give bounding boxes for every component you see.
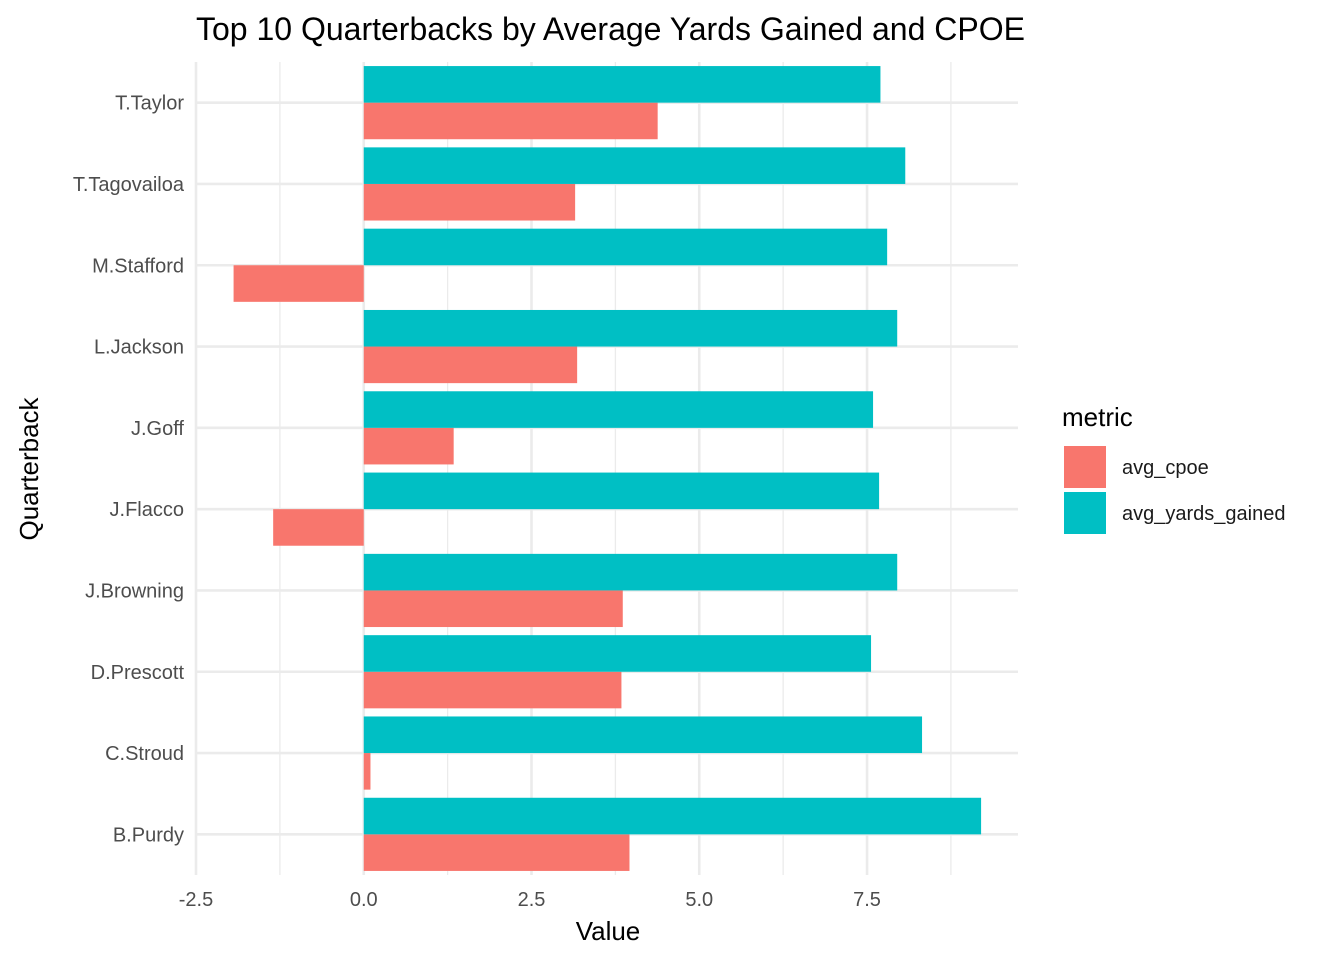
bar-avg_cpoe-j-flacco bbox=[273, 509, 364, 546]
x-axis-title: Value bbox=[576, 916, 641, 946]
bars bbox=[233, 66, 982, 871]
bar-avg_cpoe-c-stroud bbox=[363, 753, 371, 790]
bar-avg_cpoe-t-taylor bbox=[363, 102, 658, 140]
legend-label-avg_yards_gained: avg_yards_gained bbox=[1122, 503, 1285, 525]
legend-title: metric bbox=[1062, 402, 1133, 432]
bar-avg_cpoe-d-prescott bbox=[363, 671, 622, 709]
bar-avg_yards_gained-l-jackson bbox=[363, 309, 898, 347]
legend-label-avg_cpoe: avg_cpoe bbox=[1122, 457, 1209, 479]
bar-avg_cpoe-b-purdy bbox=[363, 834, 630, 871]
bar-avg_yards_gained-t-tagovailoa bbox=[363, 147, 906, 184]
bar-avg_yards_gained-b-purdy bbox=[363, 797, 982, 835]
y-tick-label: T.Taylor bbox=[115, 93, 184, 115]
y-tick-label: M.Stafford bbox=[92, 255, 184, 277]
x-tick-label: -2.5 bbox=[179, 889, 213, 911]
y-tick-label: J.Flacco bbox=[110, 499, 184, 521]
y-tick-label: D.Prescott bbox=[91, 662, 185, 684]
bar-avg_yards_gained-c-stroud bbox=[363, 716, 923, 754]
bar-avg_cpoe-j-browning bbox=[363, 590, 623, 628]
y-tick-label: B.Purdy bbox=[113, 824, 184, 846]
y-axis-title: Quarterback bbox=[14, 396, 44, 540]
y-tick-label: T.Tagovailoa bbox=[73, 174, 185, 196]
y-tick-label: L.Jackson bbox=[94, 337, 184, 359]
y-tick-label: J.Goff bbox=[131, 418, 184, 440]
bar-avg_cpoe-t-tagovailoa bbox=[363, 183, 576, 221]
bar-avg_yards_gained-m-stafford bbox=[363, 228, 888, 266]
y-axis-tick-labels: B.Purdy C.Stroud D.Prescott J.Browning J.Fla… bbox=[73, 93, 185, 847]
bar-avg_yards_gained-t-taylor bbox=[363, 66, 881, 103]
legend-swatch-avg_cpoe bbox=[1064, 446, 1106, 488]
bar-avg_cpoe-m-stafford bbox=[233, 265, 364, 302]
x-tick-label: 5.0 bbox=[685, 889, 713, 911]
bar-avg_cpoe-l-jackson bbox=[363, 346, 578, 384]
y-tick-label: C.Stroud bbox=[105, 743, 184, 765]
bar-avg_yards_gained-j-browning bbox=[363, 553, 898, 591]
legend: metric avg_cpoe avg_yards_gained bbox=[1062, 402, 1285, 534]
bar-avg_yards_gained-j-goff bbox=[363, 391, 874, 428]
x-tick-label: 2.5 bbox=[518, 889, 546, 911]
bar-avg_yards_gained-j-flacco bbox=[363, 472, 880, 510]
x-tick-label: 0.0 bbox=[350, 889, 378, 911]
bar-avg_cpoe-j-goff bbox=[363, 427, 454, 465]
bar-avg_yards_gained-d-prescott bbox=[363, 635, 872, 672]
x-axis-tick-labels: -2.5 0.0 2.5 5.0 7.5 bbox=[179, 889, 881, 911]
y-tick-label: J.Browning bbox=[85, 580, 184, 602]
chart-title: Top 10 Quarterbacks by Average Yards Gai… bbox=[196, 11, 1025, 47]
x-tick-label: 7.5 bbox=[853, 889, 881, 911]
legend-swatch-avg_yards_gained bbox=[1064, 492, 1106, 534]
